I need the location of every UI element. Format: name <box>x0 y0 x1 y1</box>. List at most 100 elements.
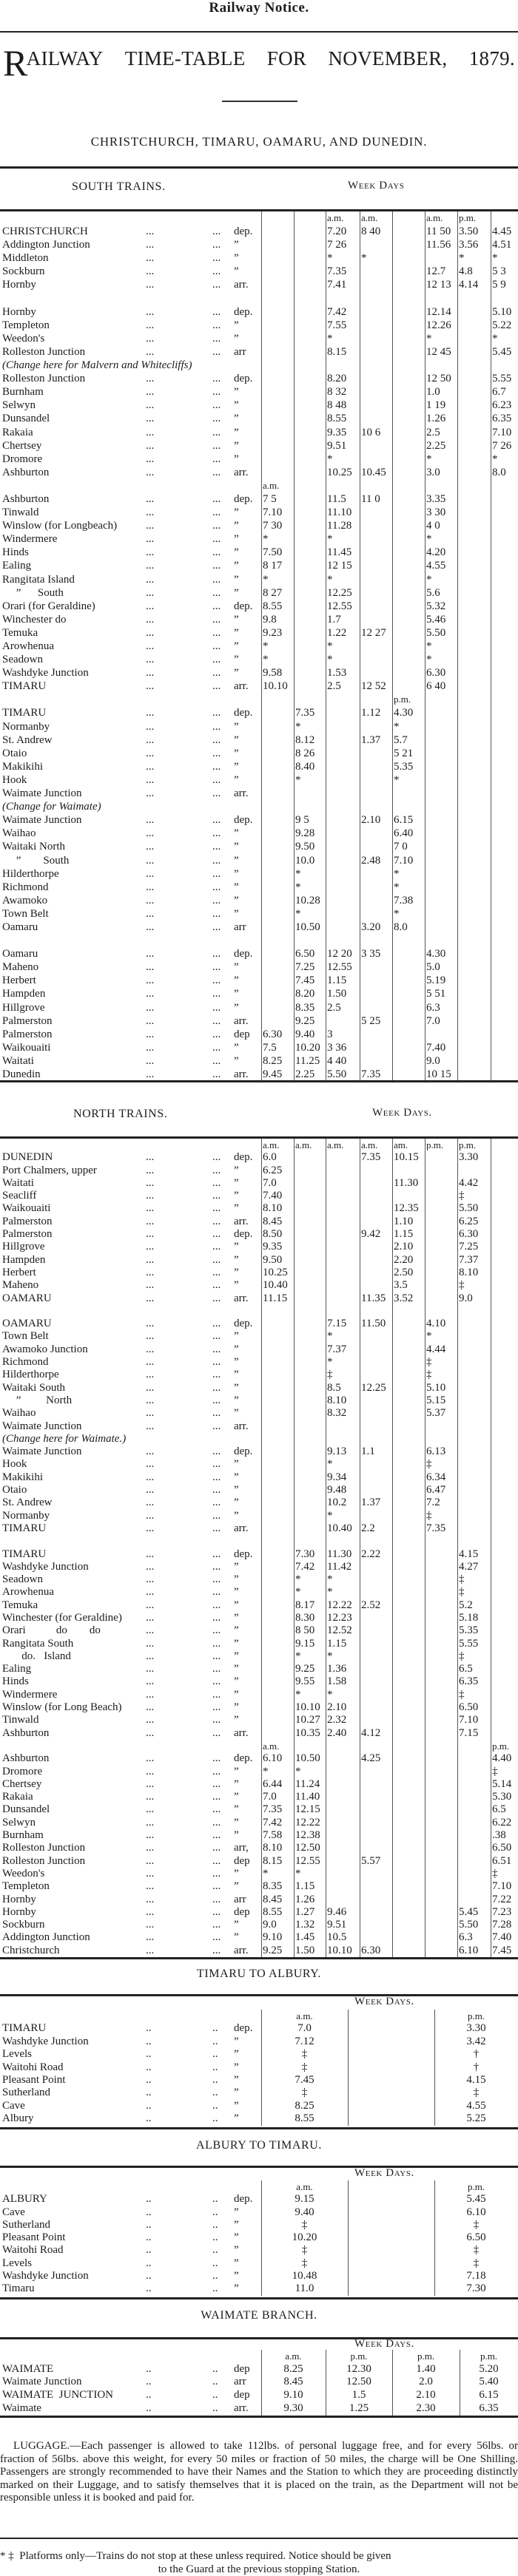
leader-dots: .. <box>146 2362 152 2375</box>
table-row: Sutherland.... ” ‡ ‡ <box>0 2219 518 2231</box>
leader-dots: ... <box>146 626 155 639</box>
station-name: Dunsandel <box>2 1803 50 1816</box>
leader-dots: ... <box>146 707 155 719</box>
arr-dep-marker: dep. <box>234 1151 253 1164</box>
time-cell: 3.0 <box>426 466 440 478</box>
leader-dots: ... <box>146 586 155 599</box>
leader-dots: ... <box>146 1497 155 1509</box>
arr-dep-marker: dep. <box>234 305 253 318</box>
time-cell: 7.10 <box>394 854 414 867</box>
time-cell: 8.50 <box>263 1228 283 1241</box>
leader-dots: ... <box>212 239 221 251</box>
time-cell: 7 26 <box>327 239 347 251</box>
table-row: Waitaki South...... ” 8.5 12.25 5.10 <box>0 1382 518 1394</box>
time-cell: 1.26 <box>426 413 446 425</box>
station-name: St. Andrew <box>2 1497 53 1509</box>
arr-dep-marker: ” <box>234 265 239 278</box>
table-row: Ealing...... ” 9.25 1.36 6.5 <box>0 1663 518 1675</box>
leader-dots: ... <box>146 760 155 773</box>
time-cell: ‡ <box>492 1867 498 1880</box>
time-cell: * <box>295 1688 301 1701</box>
table-row: Weedon's...... ” * * * <box>0 332 518 345</box>
time-cell: 6.51 <box>492 1854 512 1867</box>
time-cell: 4.12 <box>361 1726 381 1739</box>
leader-dots: ... <box>146 506 155 519</box>
time-cell: * <box>295 1573 301 1586</box>
leader-dots: ... <box>212 1726 221 1739</box>
time-cell: 11.24 <box>295 1777 320 1790</box>
arr-dep-marker: ” <box>234 867 239 880</box>
time-cell: 5.10 <box>492 305 512 318</box>
leader-dots: ... <box>146 305 155 318</box>
station-name: Ashburton <box>2 492 50 505</box>
am-pm-label: p.m. <box>459 212 477 223</box>
station-name: Winslow (for Long Beach) <box>2 1701 122 1714</box>
leader-dots: ... <box>146 1190 155 1202</box>
time-cell: 5 25 <box>361 1014 381 1027</box>
column-rule <box>348 2180 349 2296</box>
leader-dots: ... <box>212 1292 221 1304</box>
arr-dep-marker: ” <box>234 1241 239 1253</box>
table-row: Tinwald...... ” 10.27 2.32 7.10 <box>0 1714 518 1726</box>
leader-dots: ... <box>212 948 221 960</box>
time-cell: 3.5 <box>394 1279 408 1292</box>
arr-dep-marker: ” <box>234 907 239 920</box>
time-cell: ‡ <box>459 1650 465 1662</box>
am-pm-label: p.m. <box>492 1740 510 1752</box>
time-cell: 6.3 <box>459 1931 473 1944</box>
arr-dep-marker: ” <box>234 841 239 853</box>
table-row: Seadown...... ” * * * <box>0 653 518 666</box>
time-cell: 5.50 <box>426 626 446 639</box>
leader-dots: ... <box>146 1394 155 1406</box>
station-name: Ashburton <box>2 466 50 478</box>
leader-dots: ... <box>212 1548 221 1560</box>
time-cell: 10.10 <box>327 1944 352 1956</box>
time-cell: 6.25 <box>263 1164 283 1176</box>
station-name: Herbert <box>2 975 36 987</box>
time-cell: 2.10 <box>416 2389 436 2402</box>
time-cell: 10 6 <box>361 426 381 438</box>
time-cell: 1.7 <box>327 613 341 626</box>
time-cell: 5.37 <box>426 1407 446 1420</box>
section-heading: ALBURY TO TIMARU. <box>195 2139 323 2152</box>
time-cell: 7.10 <box>263 506 283 519</box>
time-cell: 5.10 <box>426 1381 446 1394</box>
time-cell: * <box>394 907 400 920</box>
arr-dep-marker: dep <box>234 1905 250 1918</box>
leader-dots: ... <box>212 1905 221 1918</box>
leader-dots: .. <box>146 2206 152 2218</box>
table-row: Templeton...... ” 8.35 1.15 7.10 <box>0 1880 518 1893</box>
table-row: Herbert...... ” 10.25 2.50 8.10 <box>0 1267 518 1279</box>
column-rule <box>261 2180 262 2296</box>
time-cell: 12.35 <box>394 1202 419 1215</box>
time-cell: 7.58 <box>263 1829 283 1842</box>
time-cell: * <box>327 1573 333 1586</box>
time-cell: 10.40 <box>263 1279 288 1292</box>
arr-dep-marker: dep. <box>234 600 253 612</box>
arr-dep-marker: ” <box>234 854 239 867</box>
time-cell: 10.45 <box>361 466 386 478</box>
station-name: Waimate Junction <box>2 2376 82 2388</box>
leader-dots: ... <box>146 1637 155 1650</box>
arr-dep-marker: ” <box>234 2231 239 2244</box>
time-cell: 7 5 <box>263 492 277 505</box>
time-cell: * <box>327 533 333 546</box>
time-cell: 8.17 <box>295 1599 315 1611</box>
arr-dep-marker: ” <box>234 961 239 974</box>
leader-dots: ... <box>212 613 221 626</box>
time-cell: 3 36 <box>327 1041 347 1054</box>
table-row: Waimate.... arr. 9.30 1.25 2.30 6.35 <box>0 2402 518 2416</box>
arr-dep-marker: arr. <box>234 1726 249 1739</box>
time-cell: 9.51 <box>327 1919 347 1931</box>
am-pm-label: a.m. <box>295 1139 312 1150</box>
arr-dep-marker: dep. <box>234 707 253 719</box>
am-pm-label: p.m. <box>426 1139 444 1150</box>
leader-dots: ... <box>146 1356 155 1369</box>
station-name: Maheno <box>2 1279 39 1292</box>
arr-dep-marker: ” <box>234 1330 239 1343</box>
leader-dots: ... <box>212 1637 221 1650</box>
arr-dep-marker: ” <box>234 2048 239 2061</box>
time-cell: 12.23 <box>327 1611 352 1624</box>
time-cell: 6.30 <box>426 667 446 679</box>
time-cell: 8.25 <box>283 2362 303 2375</box>
